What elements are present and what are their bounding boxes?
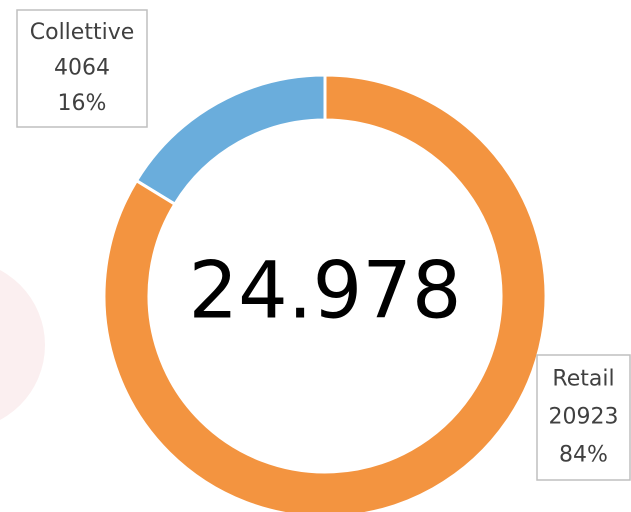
data-label-category: Collettive [30, 20, 135, 45]
data-label-value: 4064 [54, 56, 110, 81]
donut-slice [134, 73, 327, 207]
data-label-value: 20923 [549, 405, 619, 430]
data-label-box [16, 9, 148, 128]
data-label-box [536, 354, 631, 481]
data-label-percent: 84% [559, 442, 608, 467]
background-decoration [0, 270, 45, 420]
center-label: 24.978 [189, 246, 462, 336]
data-label-percent: 16% [58, 91, 107, 116]
data-label-category: Retail [552, 367, 614, 392]
donut-slice [102, 73, 548, 512]
